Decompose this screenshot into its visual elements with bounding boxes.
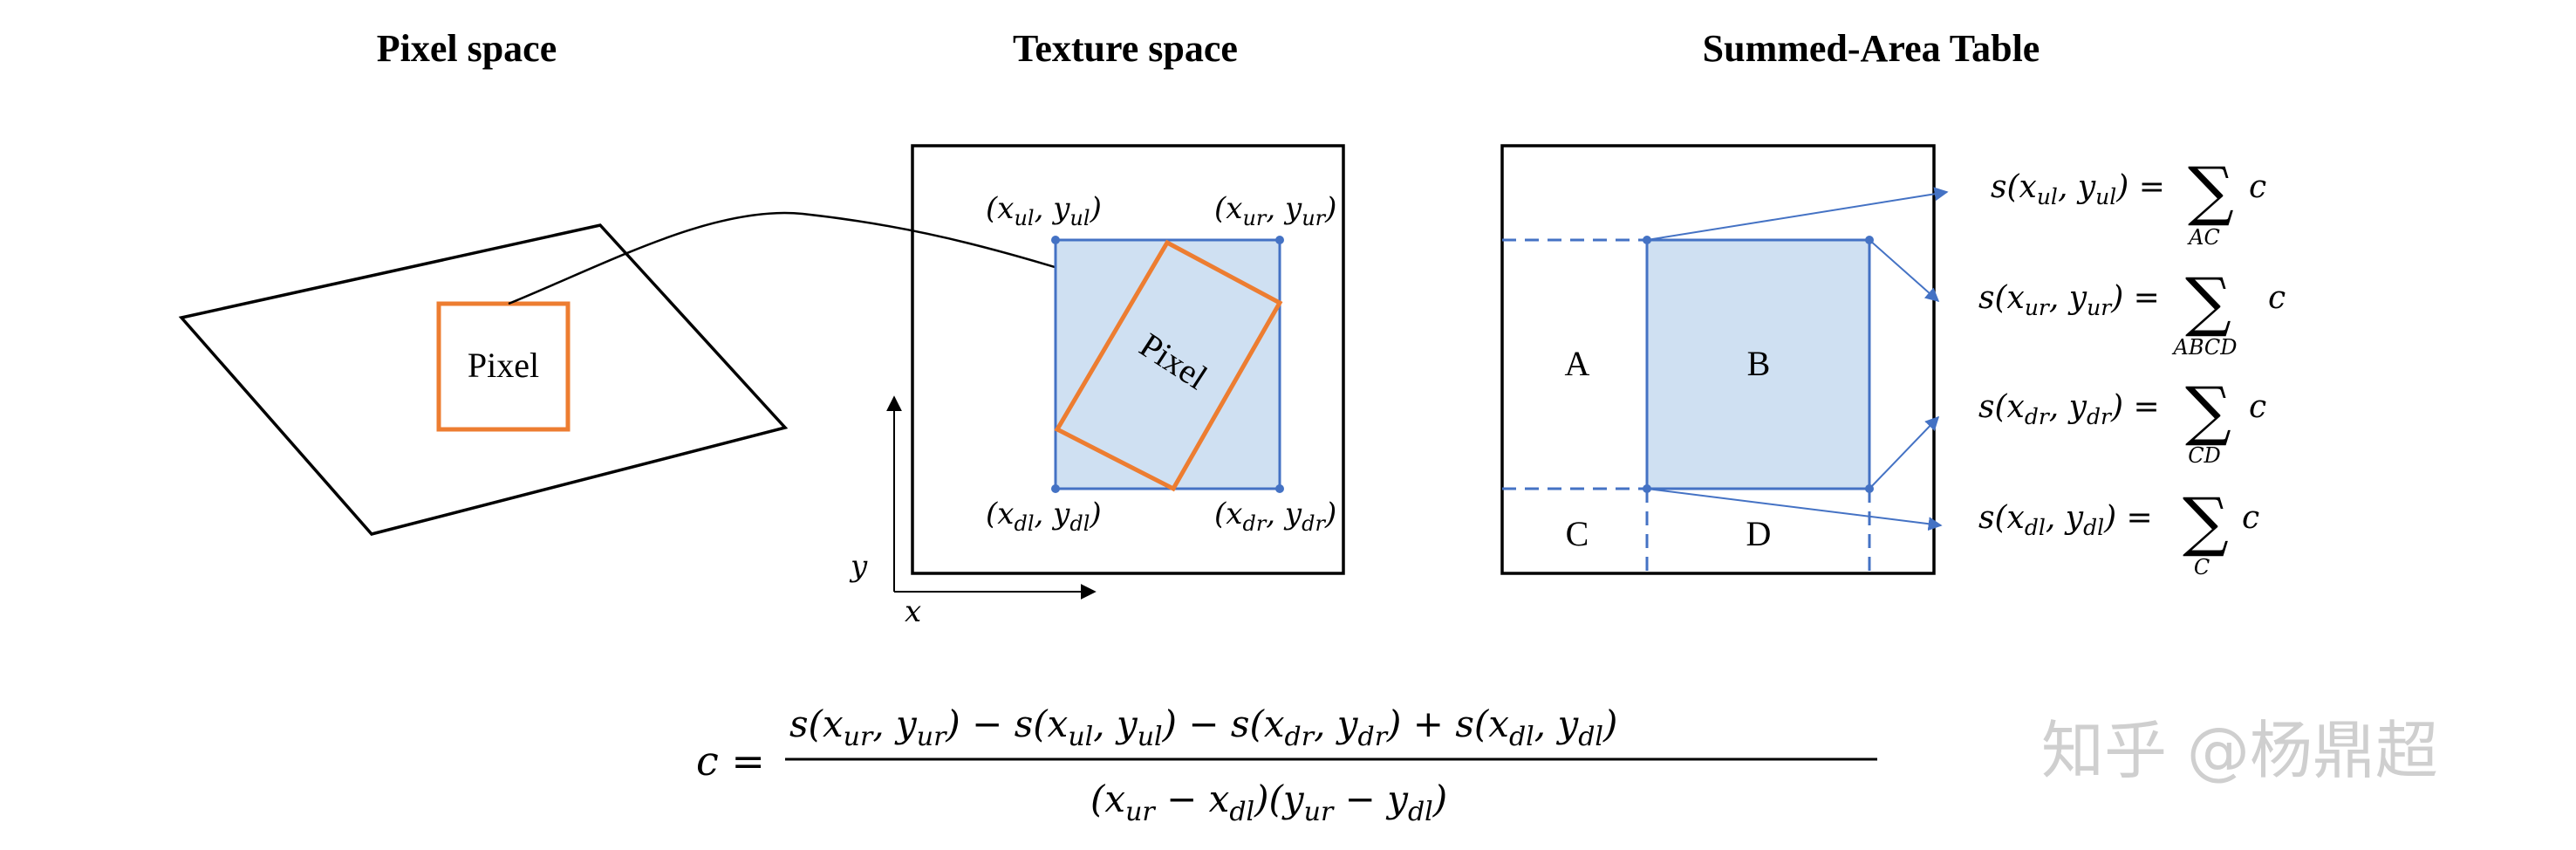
sum-equation-dr: s(xdr, ydr) = ∑ c CD xyxy=(1978,374,2266,468)
svg-text:c: c xyxy=(2242,500,2259,536)
sat-label-b: B xyxy=(1747,344,1771,383)
texture-frame xyxy=(911,144,1345,575)
x-axis-label: x xyxy=(905,594,921,629)
sat-region-b xyxy=(1645,238,1871,490)
svg-text:s(xul, yul) =: s(xul, yul) = xyxy=(1991,169,2165,209)
corner-point-ul xyxy=(1051,236,1060,244)
main-formula: c = s(xur, yur) − s(xul, yul) − s(xdr, y… xyxy=(696,703,1877,827)
corner-point-dl xyxy=(1051,484,1060,493)
projected-pixel-footprint xyxy=(1054,239,1283,492)
svg-text:∑: ∑ xyxy=(2185,264,2231,339)
svg-text:CD: CD xyxy=(2188,443,2221,468)
svg-text:C: C xyxy=(2194,555,2210,579)
svg-text:(xur, yur): (xur, yur) xyxy=(1214,191,1336,230)
mapping-arrow xyxy=(508,211,1139,305)
svg-text:c: c xyxy=(2249,389,2266,425)
pixel-label: Pixel xyxy=(468,346,539,385)
pixel-square xyxy=(436,301,571,432)
pixel-space-plane xyxy=(178,223,789,536)
formula-denominator: (xur − xdl)(yur − ydl) xyxy=(1090,778,1447,827)
arrow-to-sum-ul xyxy=(1646,187,1949,241)
sat-frame xyxy=(1500,144,1936,575)
svg-text:c: c xyxy=(2268,280,2286,316)
corner-point-dr xyxy=(1275,484,1284,493)
corner-label-ul: (xul, yul) xyxy=(986,191,1102,230)
sat-label-a: A xyxy=(1565,344,1590,383)
svg-text:∑: ∑ xyxy=(2183,484,2229,559)
title-pixel-space: Pixel space xyxy=(377,27,557,70)
sat-label-d: D xyxy=(1746,514,1772,553)
corner-label-dl: (xdl, ydl) xyxy=(986,497,1102,536)
sum-equation-ul: s(xul, yul) = ∑ c AC xyxy=(1991,154,2266,250)
arrow-to-sum-dl xyxy=(1646,488,1943,531)
arrow-to-sum-dr xyxy=(1869,415,1940,490)
svg-text:(xdr, ydr): (xdr, ydr) xyxy=(1214,497,1336,536)
watermark: 知乎 @杨鼎超 xyxy=(2041,714,2438,787)
svg-text:∑: ∑ xyxy=(2188,154,2234,229)
svg-text:(xul, yul): (xul, yul) xyxy=(986,191,1102,230)
formula-numerator: s(xur, yur) − s(xul, yul) − s(xdr, ydr) … xyxy=(789,703,1617,752)
svg-text:ABCD: ABCD xyxy=(2171,335,2237,360)
arrow-to-sum-ur xyxy=(1869,239,1940,303)
sat-label-c: C xyxy=(1566,514,1589,553)
svg-text:s(xdr, ydr) =: s(xdr, ydr) = xyxy=(1978,389,2160,429)
corner-point-ur xyxy=(1275,236,1284,244)
sum-equation-dl: s(xdl, ydl) = ∑ c C xyxy=(1978,484,2259,579)
sum-equation-ur: s(xur, yur) = ∑ c ABCD xyxy=(1978,264,2286,360)
svg-text:c: c xyxy=(2249,169,2266,205)
svg-text:AC: AC xyxy=(2187,225,2220,250)
title-summed-area-table: Summed-Area Table xyxy=(1703,27,2040,70)
svg-text:s(xur, yur) =: s(xur, yur) = xyxy=(1978,280,2160,320)
corner-label-dr: (xdr, ydr) xyxy=(1214,497,1336,536)
corner-label-ur: (xur, yur) xyxy=(1214,191,1336,230)
formula-lhs: c = xyxy=(696,737,765,785)
y-axis-label: y xyxy=(849,549,868,584)
svg-text:∑: ∑ xyxy=(2185,374,2231,449)
title-texture-space: Texture space xyxy=(1013,27,1238,70)
svg-text:s(xdl, ydl) =: s(xdl, ydl) = xyxy=(1978,500,2153,540)
svg-text:(xdl, ydl): (xdl, ydl) xyxy=(986,497,1102,536)
